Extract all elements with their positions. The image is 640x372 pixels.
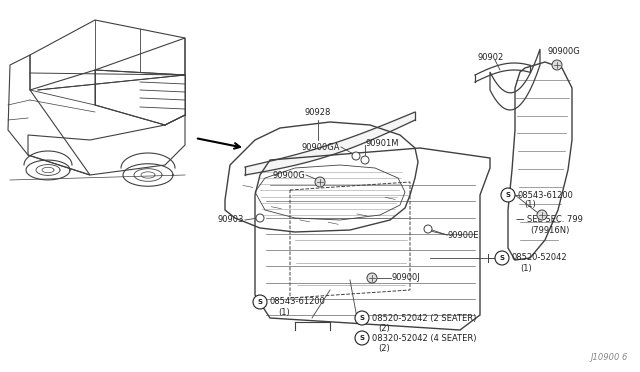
Text: S: S (257, 299, 262, 305)
Circle shape (355, 311, 369, 325)
Text: (1): (1) (524, 201, 536, 209)
Text: S: S (506, 192, 511, 198)
Text: 08520-52042 (2 SEATER): 08520-52042 (2 SEATER) (372, 314, 476, 323)
Text: 90900E: 90900E (448, 231, 479, 240)
Circle shape (355, 331, 369, 345)
Text: — SEE SEC. 799: — SEE SEC. 799 (516, 215, 583, 224)
Circle shape (253, 295, 267, 309)
Circle shape (424, 225, 432, 233)
Text: S: S (360, 315, 365, 321)
Circle shape (315, 177, 325, 187)
Text: 90900G: 90900G (272, 170, 305, 180)
Circle shape (367, 273, 377, 283)
Text: S: S (499, 255, 504, 261)
Text: (1): (1) (520, 263, 532, 273)
Text: (2): (2) (378, 343, 390, 353)
Text: S: S (360, 335, 365, 341)
Circle shape (495, 251, 509, 265)
Text: 90928: 90928 (305, 108, 331, 117)
Circle shape (352, 152, 360, 160)
Text: 08320-52042 (4 SEATER): 08320-52042 (4 SEATER) (372, 334, 477, 343)
Circle shape (501, 188, 515, 202)
Text: 90900GA: 90900GA (301, 142, 340, 151)
Text: 08543-61200: 08543-61200 (517, 190, 573, 199)
Text: (79916N): (79916N) (530, 225, 570, 234)
Text: 90901M: 90901M (366, 138, 399, 148)
Circle shape (361, 156, 369, 164)
Text: 90900J: 90900J (392, 273, 420, 282)
Text: 90902: 90902 (477, 52, 503, 61)
Circle shape (256, 214, 264, 222)
Circle shape (537, 210, 547, 220)
Text: 08543-61200: 08543-61200 (270, 298, 326, 307)
Text: (2): (2) (378, 324, 390, 333)
Text: 90900G: 90900G (548, 48, 580, 57)
Circle shape (552, 60, 562, 70)
Text: 08520-52042: 08520-52042 (511, 253, 566, 263)
Text: J10900 6: J10900 6 (591, 353, 628, 362)
Text: 90903: 90903 (218, 215, 244, 224)
Text: (1): (1) (278, 308, 290, 317)
